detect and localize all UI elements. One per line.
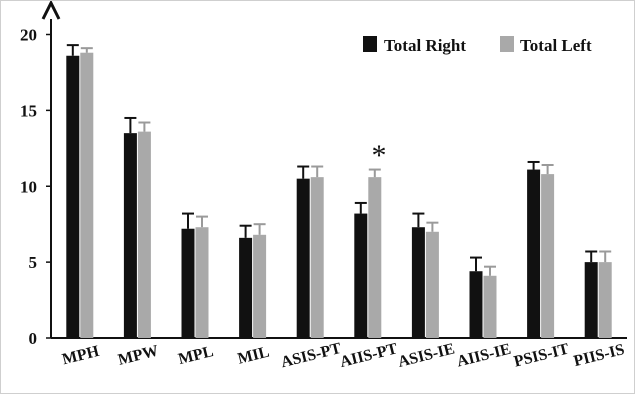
x-tick-label: AIIS-IE <box>455 341 513 371</box>
bar-total-left <box>483 275 497 338</box>
legend-label-total-left: Total Left <box>520 36 592 55</box>
bar-total-left <box>310 177 324 338</box>
x-tick-label: AIIS-PT <box>338 340 399 371</box>
bar-total-right <box>296 178 310 338</box>
x-tick-label: MPH <box>61 343 102 369</box>
bar-total-right <box>411 227 425 338</box>
y-tick-label: 10 <box>20 177 37 196</box>
x-tick-labels: MPH MPW MPL MIL ASIS-PTAIIS-PTASIS-IEAIIS-IE… <box>61 340 627 371</box>
bars <box>66 44 612 339</box>
y-tick-label: 0 <box>29 329 38 348</box>
x-tick-label: ASIS-IE <box>396 340 456 370</box>
y-tick-labels: 0 5 10 15 20 <box>20 26 51 348</box>
y-tick-label: 5 <box>29 253 38 272</box>
x-tick-label: PIIS-IS <box>572 341 626 370</box>
legend: Total Right Total Left <box>363 36 592 55</box>
x-tick-label: PSIS-IT <box>512 341 571 371</box>
bar-total-left <box>137 131 151 338</box>
y-tick-label: 20 <box>20 26 37 45</box>
legend-swatch-total-left <box>500 36 514 52</box>
y-tick-label: 15 <box>20 101 37 120</box>
bar-total-right <box>239 237 253 338</box>
x-tick-label: MPL <box>177 343 216 368</box>
bar-total-right <box>469 271 483 338</box>
bar-total-left <box>80 52 94 339</box>
bar-total-left <box>598 262 612 338</box>
bar-total-right <box>181 228 195 338</box>
bar-total-left <box>195 227 209 338</box>
x-tick-label: MIL <box>236 344 271 368</box>
bar-total-left <box>425 231 439 338</box>
bar-total-left <box>368 177 382 338</box>
bar-total-right <box>527 169 541 338</box>
x-tick-label: ASIS-PT <box>279 340 343 371</box>
bar-total-right <box>66 55 80 339</box>
x-tick-label: MPW <box>116 342 160 368</box>
legend-swatch-total-right <box>363 36 377 52</box>
legend-label-total-right: Total Right <box>384 36 466 55</box>
significance-asterisk: * <box>372 139 387 172</box>
bar-total-right <box>354 213 368 338</box>
bar-total-right <box>584 262 598 338</box>
bar-total-left <box>541 174 555 338</box>
bar-total-right <box>123 133 137 338</box>
bar-total-left <box>253 234 267 338</box>
